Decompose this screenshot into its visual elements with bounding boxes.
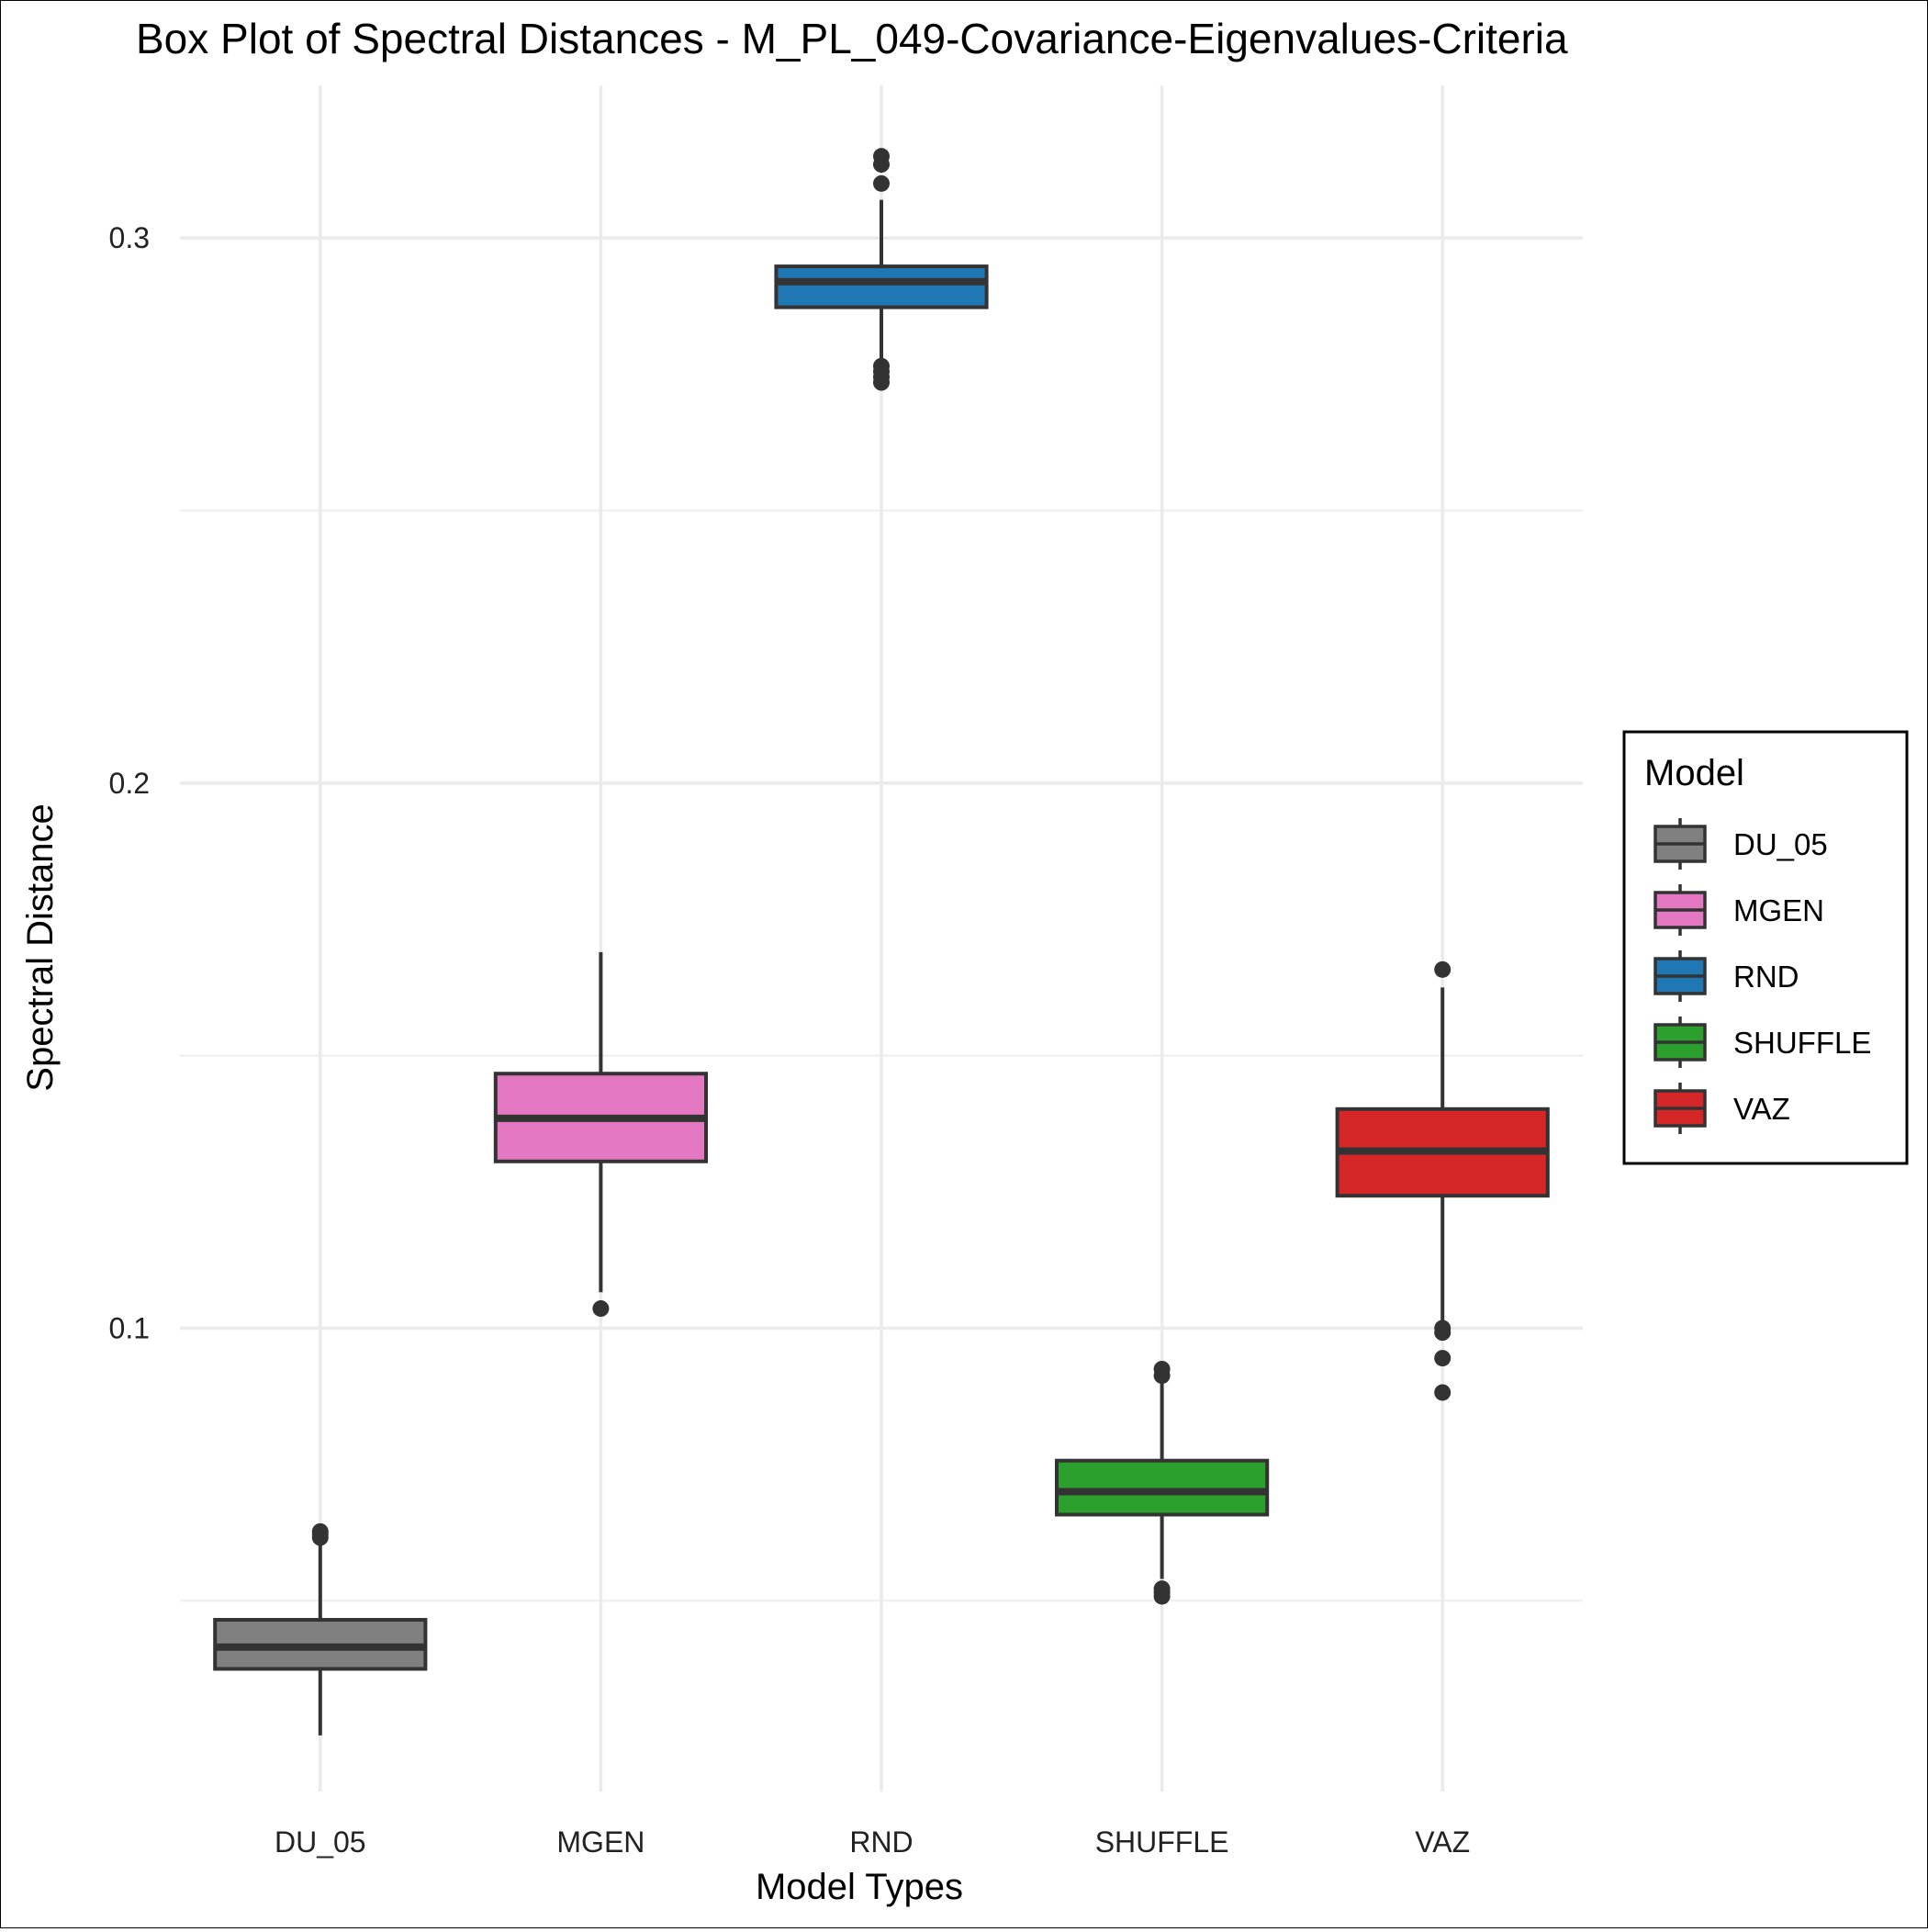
legend-title: Model [1644, 753, 1744, 793]
y-tick-label: 0.2 [109, 767, 150, 800]
legend-item-mgen: MGEN [1653, 884, 1824, 936]
box-rnd [774, 148, 989, 391]
legend-label: MGEN [1733, 893, 1824, 927]
x-tick-label: MGEN [556, 1825, 645, 1859]
outlier-point [1434, 960, 1452, 978]
legend-label: SHUFFLE [1733, 1026, 1871, 1060]
legend-label: VAZ [1733, 1092, 1790, 1126]
outlier-point [1153, 1580, 1171, 1598]
outlier-point [592, 1300, 610, 1318]
y-tick-label: 0.1 [109, 1311, 150, 1344]
legend-label: DU_05 [1733, 827, 1828, 861]
outlier-point [1434, 1320, 1452, 1337]
y-tick-label: 0.3 [109, 221, 150, 254]
ticks-layer: 0.1 0.2 0.3 DU_05 MGEN RND SHUFFLE VAZ [109, 221, 1471, 1859]
outlier-point [1434, 1350, 1452, 1367]
legend-items: DU_05 MGEN RND SHUFFLE VAZ [1653, 818, 1871, 1134]
outlier-point [1153, 1360, 1171, 1377]
y-axis-title: Spectral Distance [20, 803, 61, 1091]
x-axis-title: Model Types [756, 1867, 963, 1907]
box-shuffle [1055, 1360, 1270, 1605]
legend-item-du_05: DU_05 [1653, 818, 1828, 870]
x-tick-label: SHUFFLE [1095, 1825, 1229, 1859]
outlier-point [873, 357, 890, 375]
legend-item-shuffle: SHUFFLE [1653, 1017, 1871, 1068]
x-tick-label: VAZ [1415, 1825, 1470, 1859]
outlier-point [873, 148, 890, 165]
iqr-box [1055, 1458, 1270, 1517]
x-tick-label: DU_05 [275, 1825, 366, 1859]
x-tick-label: RND [849, 1825, 913, 1859]
legend-item-rnd: RND [1653, 950, 1799, 1002]
chart-title: Box Plot of Spectral Distances - M_PL_04… [136, 15, 1568, 62]
legend: Model DU_05 MGEN RND SHUFFLE VAZ [1622, 730, 1909, 1165]
legend-label: RND [1733, 960, 1799, 994]
box-du_05 [213, 1522, 428, 1735]
box-vaz [1335, 960, 1550, 1401]
outlier-point [311, 1522, 329, 1540]
boxes-layer [213, 148, 1550, 1735]
outlier-point [873, 174, 890, 192]
iqr-box [774, 264, 989, 309]
box-mgen [493, 951, 708, 1318]
outlier-point [1434, 1384, 1452, 1401]
legend-item-vaz: VAZ [1653, 1083, 1790, 1134]
